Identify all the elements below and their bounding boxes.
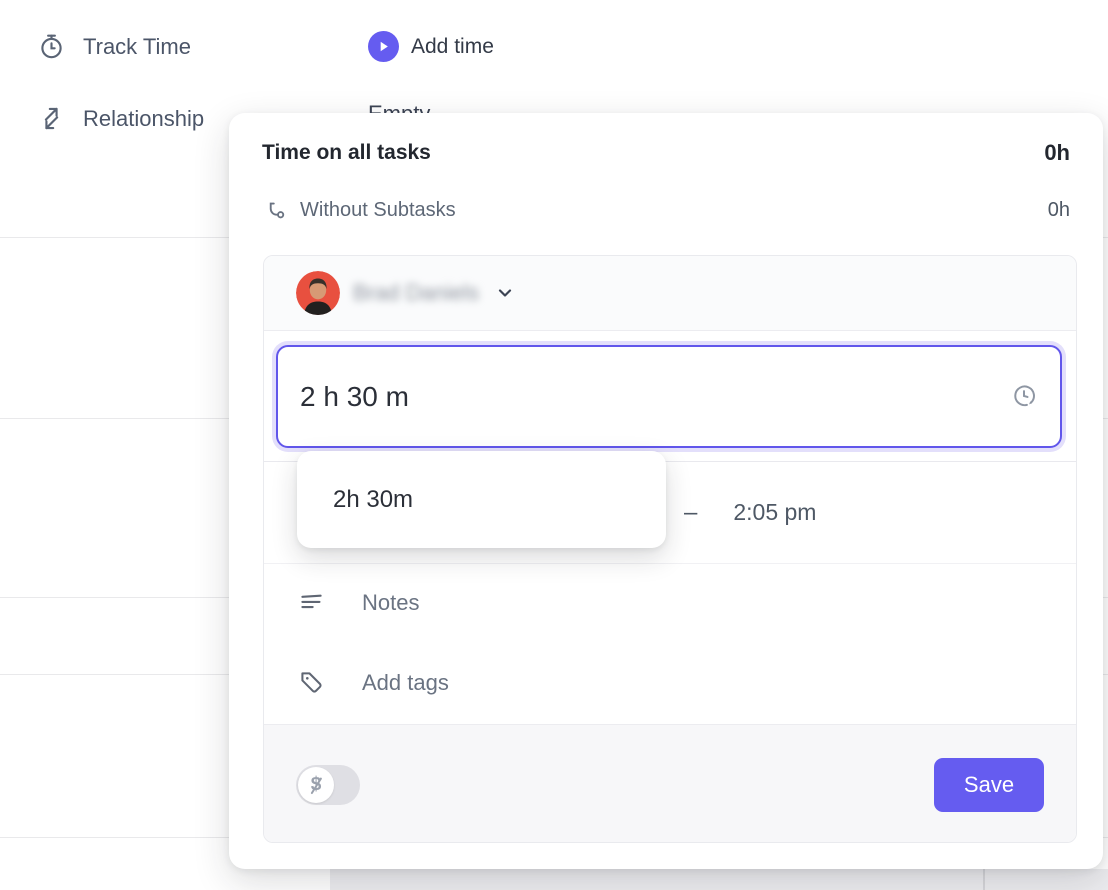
time-entry-card: Brad Daniels – xyxy=(263,255,1077,843)
relationships-icon xyxy=(38,105,65,132)
relationships-section: Relationship xyxy=(38,105,204,132)
avatar[interactable] xyxy=(296,271,340,315)
add-time-label[interactable]: Add time xyxy=(411,34,494,58)
duration-row xyxy=(264,331,1076,462)
user-selector[interactable]: Brad Daniels xyxy=(264,256,1076,331)
duration-suggestion-item[interactable]: 2h 30m xyxy=(297,451,666,548)
notes-placeholder[interactable]: Notes xyxy=(362,589,420,615)
popup-title: Time on all tasks xyxy=(262,141,431,164)
dollar-slash-icon[interactable]: $ xyxy=(298,766,334,803)
duration-input[interactable] xyxy=(276,345,1062,448)
timer-edit-icon[interactable] xyxy=(1010,382,1038,410)
time-range-row: – 2:05 pm xyxy=(264,462,1076,564)
subtasks-icon xyxy=(265,200,287,222)
notes-icon xyxy=(299,590,325,615)
without-subtasks-row: Without Subtasks 0h xyxy=(265,199,1070,222)
chevron-down-icon[interactable] xyxy=(495,283,515,303)
billable-toggle[interactable]: $ xyxy=(296,764,360,805)
end-time-value[interactable]: 2:05 pm xyxy=(733,499,817,525)
card-footer: $ Save xyxy=(264,724,1076,842)
track-time-label: Track Time xyxy=(83,33,191,59)
tag-icon xyxy=(299,670,325,695)
notes-field[interactable]: Notes xyxy=(264,564,1076,641)
background-panel xyxy=(330,869,1108,890)
stopwatch-icon xyxy=(38,33,65,60)
add-time-button[interactable]: Add time xyxy=(368,31,494,62)
without-subtasks-value: 0h xyxy=(1047,199,1070,221)
track-time-section: Track Time xyxy=(38,33,191,60)
save-button[interactable]: Save xyxy=(934,757,1044,812)
play-icon[interactable] xyxy=(368,31,399,62)
without-subtasks-label: Without Subtasks xyxy=(300,199,456,221)
user-name[interactable]: Brad Daniels xyxy=(353,280,479,305)
track-time-popup: Time on all tasks 0h Without Subtasks 0h xyxy=(229,113,1103,869)
popup-header: Time on all tasks 0h xyxy=(262,140,1070,166)
add-tags-placeholder[interactable]: Add tags xyxy=(362,669,449,695)
total-time-value: 0h xyxy=(1044,140,1070,165)
time-range-separator: – xyxy=(684,498,698,526)
add-tags-field[interactable]: Add tags xyxy=(264,641,1076,724)
relationships-label: Relationship xyxy=(83,105,205,131)
column-divider xyxy=(983,869,985,890)
